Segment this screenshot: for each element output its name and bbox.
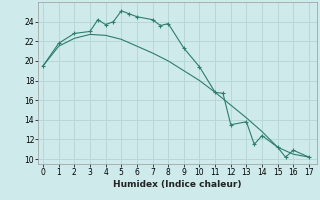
- X-axis label: Humidex (Indice chaleur): Humidex (Indice chaleur): [113, 180, 242, 189]
